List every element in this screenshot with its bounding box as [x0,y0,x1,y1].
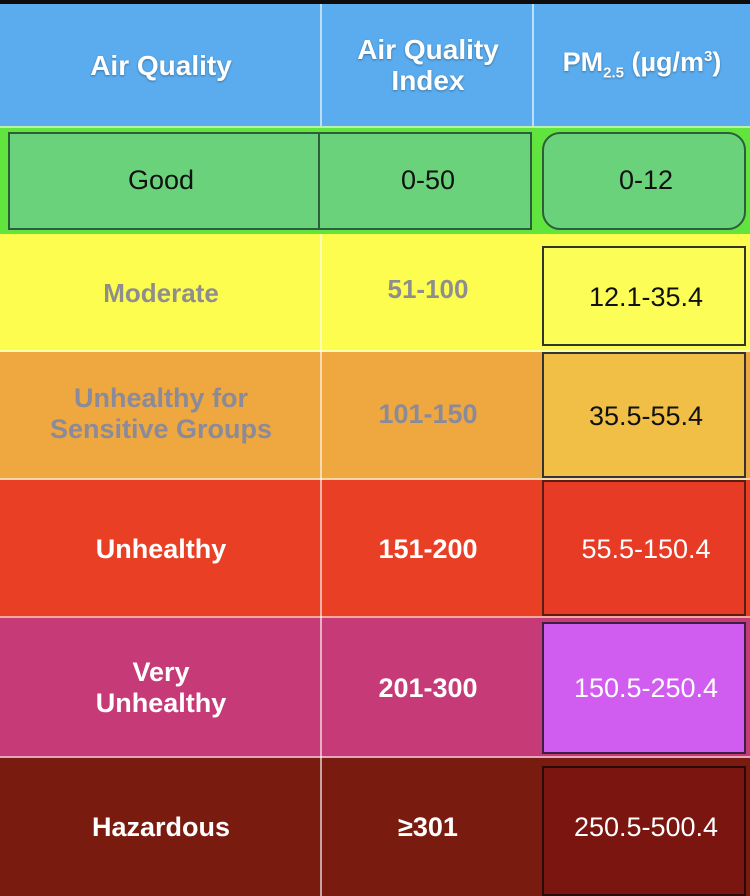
level-label: Hazardous [91,811,231,842]
usg-pm-box [542,352,746,478]
pm-range: 12.1-35.4 [588,281,704,312]
level-label: Moderate [103,277,219,308]
level-label: Very Unhealthy [95,657,227,718]
aqi-range: 0-50 [400,164,456,195]
good-pm-box [542,132,746,230]
table-header-row: Air Quality Air Quality Index PM2.5 (µg/… [0,4,750,126]
very-unhealthy-pm-box [542,622,746,754]
aqi-range: 101-150 [378,398,478,429]
pm-range: 55.5-150.4 [581,533,711,564]
good-aqi-box [318,132,532,230]
header-aqi-line1: Air Quality [357,34,499,65]
header-aqi: Air Quality Index [322,4,534,126]
level-label: Unhealthy for Sensitive Groups [49,383,273,444]
aqi-range: ≥301 [398,811,458,842]
aqi-range: 51-100 [387,273,469,304]
table-row-unhealthy: Unhealthy 151-200 55.5-150.4 [0,480,750,618]
pm-range: 150.5-250.4 [573,672,719,703]
table-row-moderate: Moderate 51-100 12.1-35.4 [0,234,750,352]
table-row-hazardous: Hazardous ≥301 250.5-500.4 [0,758,750,896]
level-label: Good [127,164,195,195]
table-row-very-unhealthy: Very Unhealthy 201-300 150.5-250.4 [0,618,750,758]
pm-range: 35.5-55.4 [588,400,704,431]
level-label: Unhealthy [95,533,227,564]
hazardous-pm-box [542,766,746,896]
aqi-range: 151-200 [378,533,478,564]
header-aqi-line2: Index [391,65,465,96]
pm-range: 250.5-500.4 [573,811,719,842]
good-level-box [8,132,320,230]
unhealthy-pm-box [542,480,746,616]
pm-range: 0-12 [618,164,674,195]
header-pm25: PM2.5 (µg/m3) [562,47,722,82]
header-air-quality: Air Quality [90,49,232,81]
aqi-range: 201-300 [378,672,478,703]
table-row-usg: Unhealthy for Sensitive Groups 101-150 3… [0,352,750,480]
moderate-pm-box [542,246,746,346]
table-row-good: Good 0-50 0-12 [0,126,750,234]
